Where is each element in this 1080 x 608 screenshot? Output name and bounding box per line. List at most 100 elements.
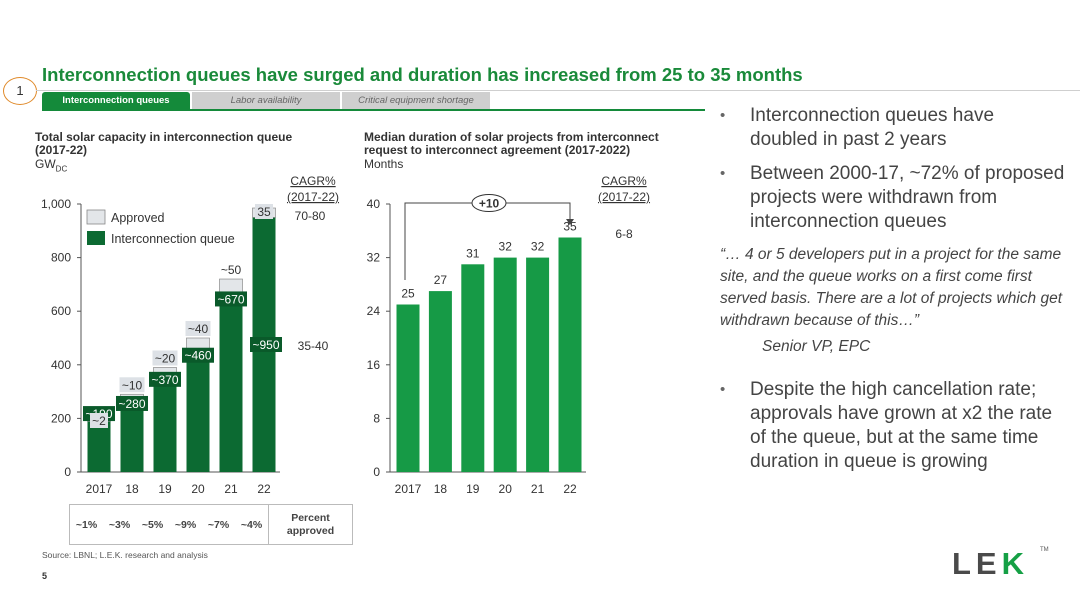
queue-value-label: ~370 <box>151 373 178 387</box>
x-tick-label: 22 <box>257 482 271 496</box>
tab-interconnection-queues[interactable]: Interconnection queues <box>42 92 190 109</box>
approved-label-box <box>119 377 145 393</box>
lek-logo: LEK <box>952 546 1029 582</box>
chart2-cagr-value: 6-8 <box>615 227 633 241</box>
header-divider <box>36 90 1080 91</box>
chart2-title-line1: Median duration of solar projects from i… <box>364 130 659 144</box>
approved-label-box <box>255 204 273 219</box>
chart2-subtitle: Months <box>364 157 404 171</box>
chart1-unit: GWDC <box>35 157 292 173</box>
duration-bar <box>526 257 550 472</box>
x-tick-label: 21 <box>531 482 545 496</box>
approved-label-box <box>90 413 108 428</box>
legend-approved-label: Approved <box>111 211 165 225</box>
percent-approved-cell: ~7% <box>207 518 230 531</box>
queue-value-label: ~460 <box>184 349 211 363</box>
bar-value-label: 35 <box>563 220 577 234</box>
percent-approved-header: Percent approved <box>268 505 352 544</box>
percent-approved-cell: ~1% <box>75 518 98 531</box>
queue-bar <box>87 421 111 472</box>
chart2-cagr-header-2: (2017-22) <box>598 190 650 204</box>
queue-bar <box>186 348 210 472</box>
queue-label-box <box>182 347 214 363</box>
approved-bar <box>186 337 210 350</box>
duration-bar <box>396 304 420 472</box>
chart1-cagr-header-1: CAGR% <box>290 174 336 188</box>
bracket-arrow <box>566 219 574 225</box>
approved-value-label: ~10 <box>122 378 143 392</box>
duration-bar <box>558 237 582 472</box>
approved-bar <box>219 278 243 293</box>
x-tick-label: 18 <box>434 482 448 496</box>
logo-k: K <box>1001 546 1030 581</box>
logo-trademark: TM <box>1040 547 1049 553</box>
queue-label-box <box>250 337 282 352</box>
y-tick-label: 32 <box>367 251 381 265</box>
legend-queue-label: Interconnection queue <box>111 232 235 246</box>
y-tick-label: 1,000 <box>41 197 71 211</box>
approved-value-label: ~2 <box>92 414 106 428</box>
x-tick-label: 20 <box>499 482 513 496</box>
percent-approved-cell: ~5% <box>141 518 164 531</box>
chart1-unit-main: GW <box>35 157 56 171</box>
y-tick-label: 0 <box>373 465 380 479</box>
y-tick-label: 0 <box>64 465 71 479</box>
bullet-dot: • <box>720 381 726 398</box>
approved-value-label: ~20 <box>155 351 176 365</box>
x-tick-label: 19 <box>158 482 172 496</box>
source-note: Source: LBNL; L.E.K. research and analys… <box>42 550 208 560</box>
x-tick-label: 2017 <box>395 482 422 496</box>
bar-value-label: 32 <box>499 240 513 254</box>
quote-source: Senior VP, EPC <box>762 338 871 355</box>
approved-value-label: ~50 <box>221 263 242 277</box>
tab-critical-equipment-shortage[interactable]: Critical equipment shortage <box>342 92 490 109</box>
y-tick-label: 40 <box>367 197 381 211</box>
x-tick-label: 2017 <box>86 482 113 496</box>
logo-letters: LE <box>952 546 1002 581</box>
bar-value-label: 25 <box>401 287 415 301</box>
y-tick-label: 24 <box>367 304 381 318</box>
queue-bar <box>219 292 243 472</box>
queue-label-box <box>149 371 181 387</box>
bullet-point: • Interconnection queues have doubled in … <box>720 104 1065 152</box>
queue-value-label: ~670 <box>217 292 244 306</box>
y-tick-label: 8 <box>373 411 380 425</box>
tab-underline <box>42 109 705 111</box>
percent-header-line2: approved <box>286 524 335 537</box>
approved-label-box <box>185 321 211 336</box>
x-tick-label: 20 <box>191 482 205 496</box>
bar-value-label: 31 <box>466 246 480 260</box>
x-tick-label: 22 <box>563 482 577 496</box>
percent-approved-table: ~1% ~3% ~5% ~9% ~7% ~4% Percent approved <box>69 504 353 545</box>
x-tick-label: 19 <box>466 482 480 496</box>
delta-label: +10 <box>479 197 500 211</box>
legend-queue-swatch <box>87 231 105 245</box>
tab-labor-availability[interactable]: Labor availability <box>192 92 340 109</box>
chart2-title-line2: request to interconnect agreement (2017-… <box>364 143 631 157</box>
key-points: • Interconnection queues have doubled in … <box>720 104 1065 484</box>
approved-label-box <box>152 350 178 366</box>
section-number-badge: 1 <box>3 77 37 105</box>
chart1-cagr-queue: 35-40 <box>298 339 329 353</box>
chart2-cagr-header-1: CAGR% <box>601 174 647 188</box>
queue-value-label: ~280 <box>118 397 145 411</box>
duration-bar <box>493 257 517 472</box>
page-title: Interconnection queues have surged and d… <box>42 64 803 85</box>
percent-approved-cell: ~9% <box>174 518 197 531</box>
duration-bar <box>461 264 485 472</box>
approved-value-label: 35 <box>257 205 271 219</box>
bar-value-label: 32 <box>531 240 545 254</box>
queue-label-box <box>215 291 247 307</box>
chart2-title: Median duration of solar projects from i… <box>364 130 659 172</box>
x-tick-label: 18 <box>125 482 139 496</box>
bullet-dot: • <box>720 165 726 182</box>
bar-value-label: 27 <box>434 273 448 287</box>
chart1-cagr-header-2: (2017-22) <box>287 190 339 204</box>
y-tick-label: 16 <box>367 358 381 372</box>
bullet-text: Despite the high cancellation rate; appr… <box>750 379 1053 472</box>
bullet-dot: • <box>720 107 726 124</box>
bullet-point: • Between 2000-17, ~72% of proposed proje… <box>720 162 1065 234</box>
page-number: 5 <box>42 571 48 581</box>
queue-bar <box>153 372 177 472</box>
queue-value-label: ~950 <box>252 338 279 352</box>
